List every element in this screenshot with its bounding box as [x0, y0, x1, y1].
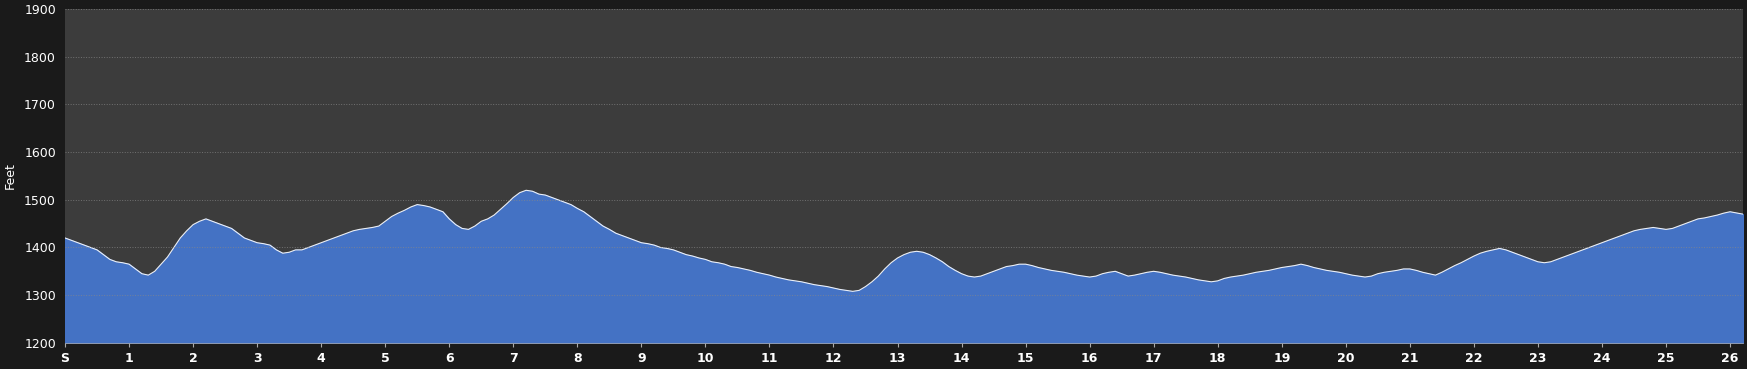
Y-axis label: Feet: Feet	[3, 163, 17, 189]
